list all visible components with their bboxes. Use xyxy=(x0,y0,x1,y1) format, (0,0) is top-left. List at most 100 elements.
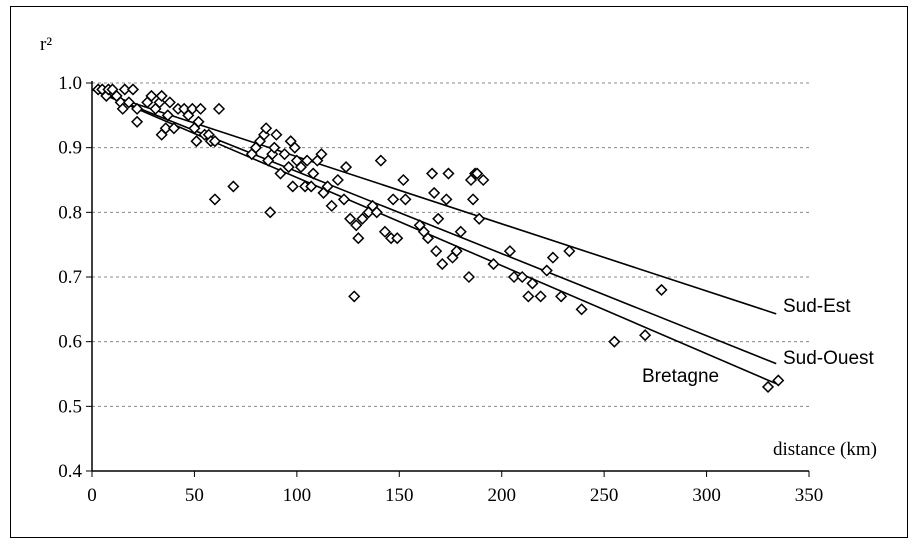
y-tick-label: 0.6 xyxy=(58,332,82,353)
data-point xyxy=(186,102,199,115)
data-point xyxy=(655,283,668,296)
data-point xyxy=(471,167,484,180)
data-point xyxy=(378,225,392,238)
data-point xyxy=(430,245,443,258)
data-point xyxy=(192,115,205,128)
data-point xyxy=(294,161,308,174)
y-axis-label: r² xyxy=(40,34,52,55)
data-point xyxy=(522,290,535,303)
data-point xyxy=(442,167,455,180)
data-point xyxy=(348,290,361,303)
data-point xyxy=(507,270,521,284)
data-point xyxy=(131,102,144,115)
data-point xyxy=(122,96,135,109)
data-point xyxy=(321,180,334,193)
tick-labels: 0.4 0.5 0.6 0.7 0.8 0.9 1.0 0 50 100 150 200 250 300 3… xyxy=(58,73,823,506)
x-axis-label: distance (km) xyxy=(773,439,877,460)
data-point xyxy=(331,173,344,187)
data-point xyxy=(288,141,301,154)
y-tick-label: 0.7 xyxy=(58,267,82,288)
data-point xyxy=(428,186,441,199)
data-point xyxy=(208,135,221,148)
data-point xyxy=(167,122,181,135)
data-point xyxy=(159,122,172,135)
data-point xyxy=(370,206,383,219)
data-point xyxy=(426,167,439,180)
data-point xyxy=(126,83,140,96)
data-point xyxy=(344,212,357,225)
data-point xyxy=(454,225,467,238)
data-point xyxy=(477,173,490,187)
data-point xyxy=(473,212,486,225)
data-point xyxy=(546,251,559,264)
data-point xyxy=(190,135,203,148)
data-point xyxy=(145,89,158,102)
data-point xyxy=(761,380,775,393)
data-point xyxy=(270,128,283,141)
data-point xyxy=(487,258,500,271)
data-point xyxy=(563,245,576,258)
x-tick-label: 50 xyxy=(185,485,204,506)
x-tick-label: 300 xyxy=(692,485,721,506)
x-tick-label: 0 xyxy=(87,485,97,506)
data-point xyxy=(356,212,369,225)
y-tick-label: 0.8 xyxy=(58,202,82,223)
data-point xyxy=(118,83,131,96)
data-point xyxy=(374,154,387,167)
data-point xyxy=(208,193,221,206)
data-point xyxy=(399,193,412,206)
grid-lines xyxy=(92,82,809,407)
data-point xyxy=(421,232,435,245)
data-point xyxy=(301,154,314,167)
data-point xyxy=(352,232,365,245)
data-point xyxy=(268,141,281,154)
data-point xyxy=(278,148,291,161)
y-tick-label: 0.5 xyxy=(58,396,82,417)
data-point xyxy=(227,180,240,193)
data-point xyxy=(274,167,287,180)
x-tick-label: 150 xyxy=(385,485,414,506)
data-point xyxy=(534,290,547,303)
data-point xyxy=(432,212,445,225)
y-tick-label: 0.4 xyxy=(58,461,82,482)
data-point xyxy=(639,329,652,342)
data-point xyxy=(161,109,174,122)
data-point xyxy=(337,193,351,206)
data-point xyxy=(116,102,129,115)
data-point xyxy=(305,180,318,193)
data-point xyxy=(163,96,176,109)
data-point xyxy=(608,335,621,348)
series-label-sud-est: Sud-Est xyxy=(783,296,851,317)
series-label-bretagne: Bretagne xyxy=(642,366,719,387)
data-point xyxy=(282,161,295,174)
data-point xyxy=(391,232,404,245)
data-points xyxy=(92,83,785,393)
data-point xyxy=(555,290,568,303)
data-point xyxy=(575,303,588,316)
axes xyxy=(86,81,810,477)
data-point xyxy=(339,161,353,174)
data-point xyxy=(307,167,320,180)
data-point xyxy=(286,180,299,193)
data-point xyxy=(450,245,463,258)
data-point xyxy=(436,258,449,271)
x-tick-label: 100 xyxy=(283,485,312,506)
data-point xyxy=(155,89,168,102)
data-point xyxy=(194,102,207,115)
data-point xyxy=(540,264,553,277)
data-point xyxy=(350,219,363,232)
data-point xyxy=(772,374,785,387)
data-point xyxy=(212,102,226,115)
data-point xyxy=(325,199,338,212)
data-point xyxy=(315,148,328,161)
trend-line-sud-est xyxy=(91,88,777,315)
data-point xyxy=(397,173,410,187)
data-point xyxy=(387,193,400,206)
y-tick-label: 0.9 xyxy=(58,138,82,159)
x-tick-label: 250 xyxy=(590,485,619,506)
data-point xyxy=(526,277,539,290)
data-point xyxy=(503,245,516,258)
x-tick-label: 200 xyxy=(487,485,516,506)
x-tick-label: 350 xyxy=(795,485,824,506)
data-point xyxy=(260,122,273,135)
